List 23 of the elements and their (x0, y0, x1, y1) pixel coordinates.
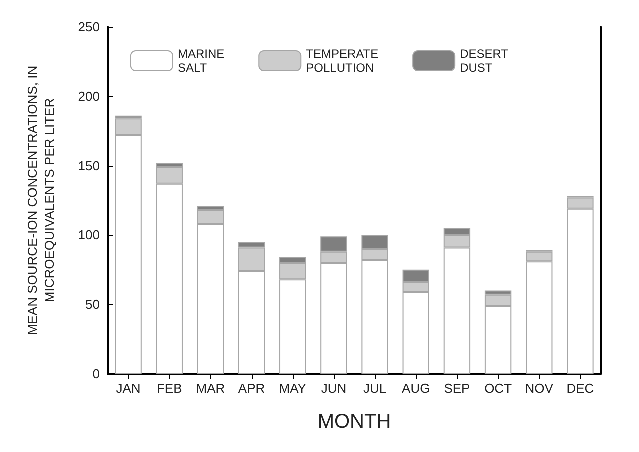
y-tick-label: 200 (78, 88, 100, 104)
x-tick-label: APR (238, 381, 266, 396)
legend-label: DESERT DUST (460, 47, 510, 75)
x-tick-label: JUL (363, 381, 387, 396)
x-tick-label: JAN (116, 381, 141, 396)
legend-label: MARINE SALT (178, 47, 225, 75)
y-tick-label: 50 (86, 297, 100, 312)
x-axis-title: MONTH (318, 411, 392, 433)
x-tick-label: SEP (444, 381, 470, 396)
legend-label: TEMPERATE POLLUTION (306, 47, 379, 75)
y-tick-label: 250 (78, 20, 100, 34)
x-tick-label: NOV (525, 381, 554, 396)
y-tick-label: 150 (78, 158, 100, 174)
y-tick-label: 0 (92, 366, 100, 382)
x-tick-label: OCT (484, 381, 512, 396)
x-tick-label: FEB (156, 381, 182, 396)
x-tick-label: AUG (402, 381, 430, 396)
x-tick-label: JUN (321, 381, 347, 396)
y-tick-label: 100 (78, 228, 100, 243)
x-tick-label: MAY (279, 381, 307, 396)
x-tick-label: MAR (196, 381, 226, 396)
x-tick-label: DEC (566, 381, 594, 396)
y-axis-title: MEAN SOURCE-ION CONCENTRATIONS, IN MICROEQUIVALENTS PER LITER (25, 66, 57, 336)
